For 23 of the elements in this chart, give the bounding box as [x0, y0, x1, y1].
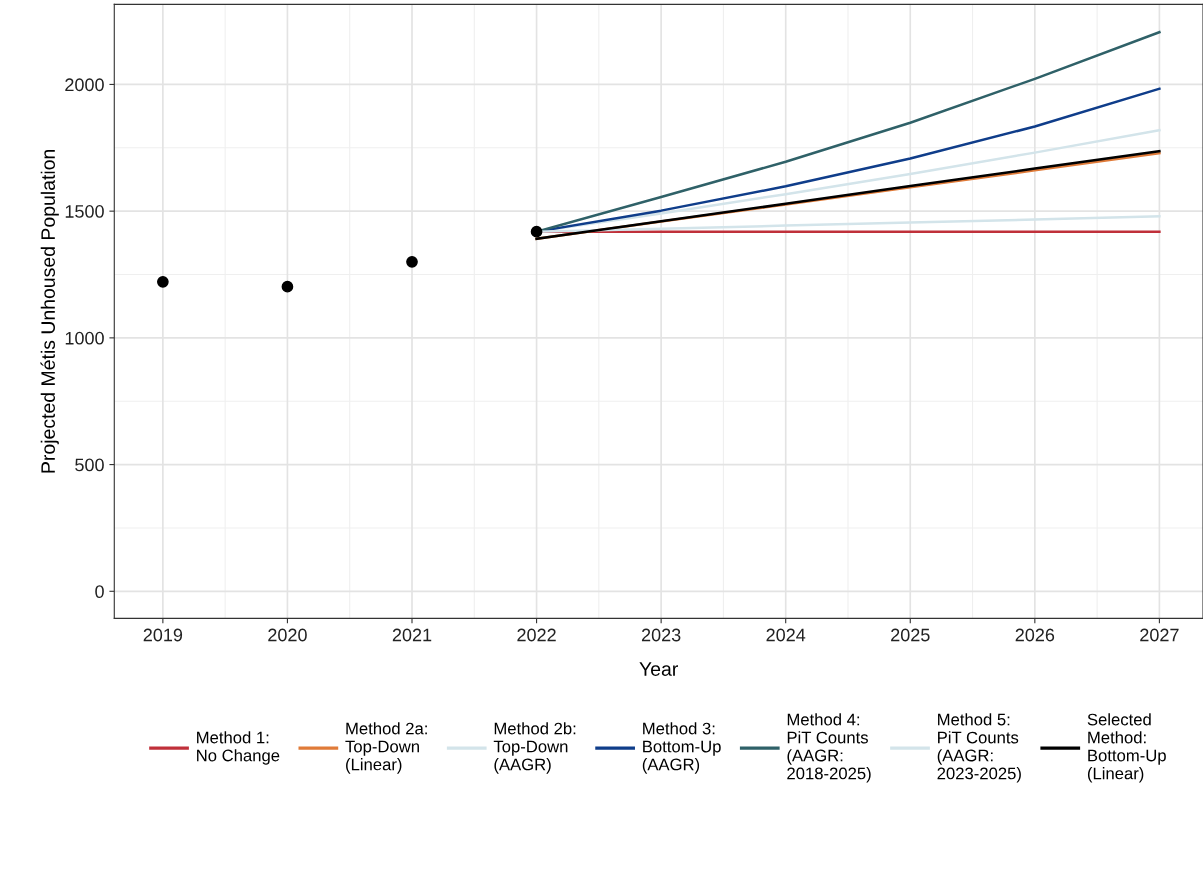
x-tick-label: 2026: [1015, 628, 1055, 642]
legend-label: Method 5: PiT Counts (AAGR: 2023-2025): [937, 713, 1021, 783]
y-tick-label: 500: [75, 458, 104, 472]
legend-label: Method 1: No Change: [197, 731, 280, 765]
x-tick-label: 2027: [1140, 628, 1179, 642]
y-axis-title: Projected Métis Unhoused Population: [40, 149, 59, 473]
x-tick-label: 2021: [392, 628, 432, 642]
x-axis-title: Year: [639, 662, 678, 676]
y-tick-label: 0: [95, 585, 104, 599]
x-tick-label: 2024: [766, 628, 806, 642]
legend-label: Method 2b: Top-Down (AAGR): [493, 722, 576, 774]
x-tick-label: 2022: [517, 628, 556, 642]
legend-label: Selected Method: Bottom-Up (Linear): [1087, 713, 1166, 783]
x-tick-label: 2019: [143, 628, 183, 642]
x-tick-label: 2023: [641, 628, 681, 642]
y-tick-label: 2000: [65, 78, 104, 92]
y-tick-label: 1500: [65, 205, 104, 218]
legend-label: Method 3: Bottom-Up (AAGR): [642, 722, 721, 774]
y-tick-label: 1000: [65, 331, 104, 345]
legend-label: Method 2a: Top-Down (Linear): [345, 722, 427, 774]
legend-label: Method 4: PiT Counts (AAGR: 2018-2025): [787, 713, 871, 783]
x-tick-label: 2020: [268, 628, 307, 642]
x-tick-label: 2025: [891, 628, 930, 642]
